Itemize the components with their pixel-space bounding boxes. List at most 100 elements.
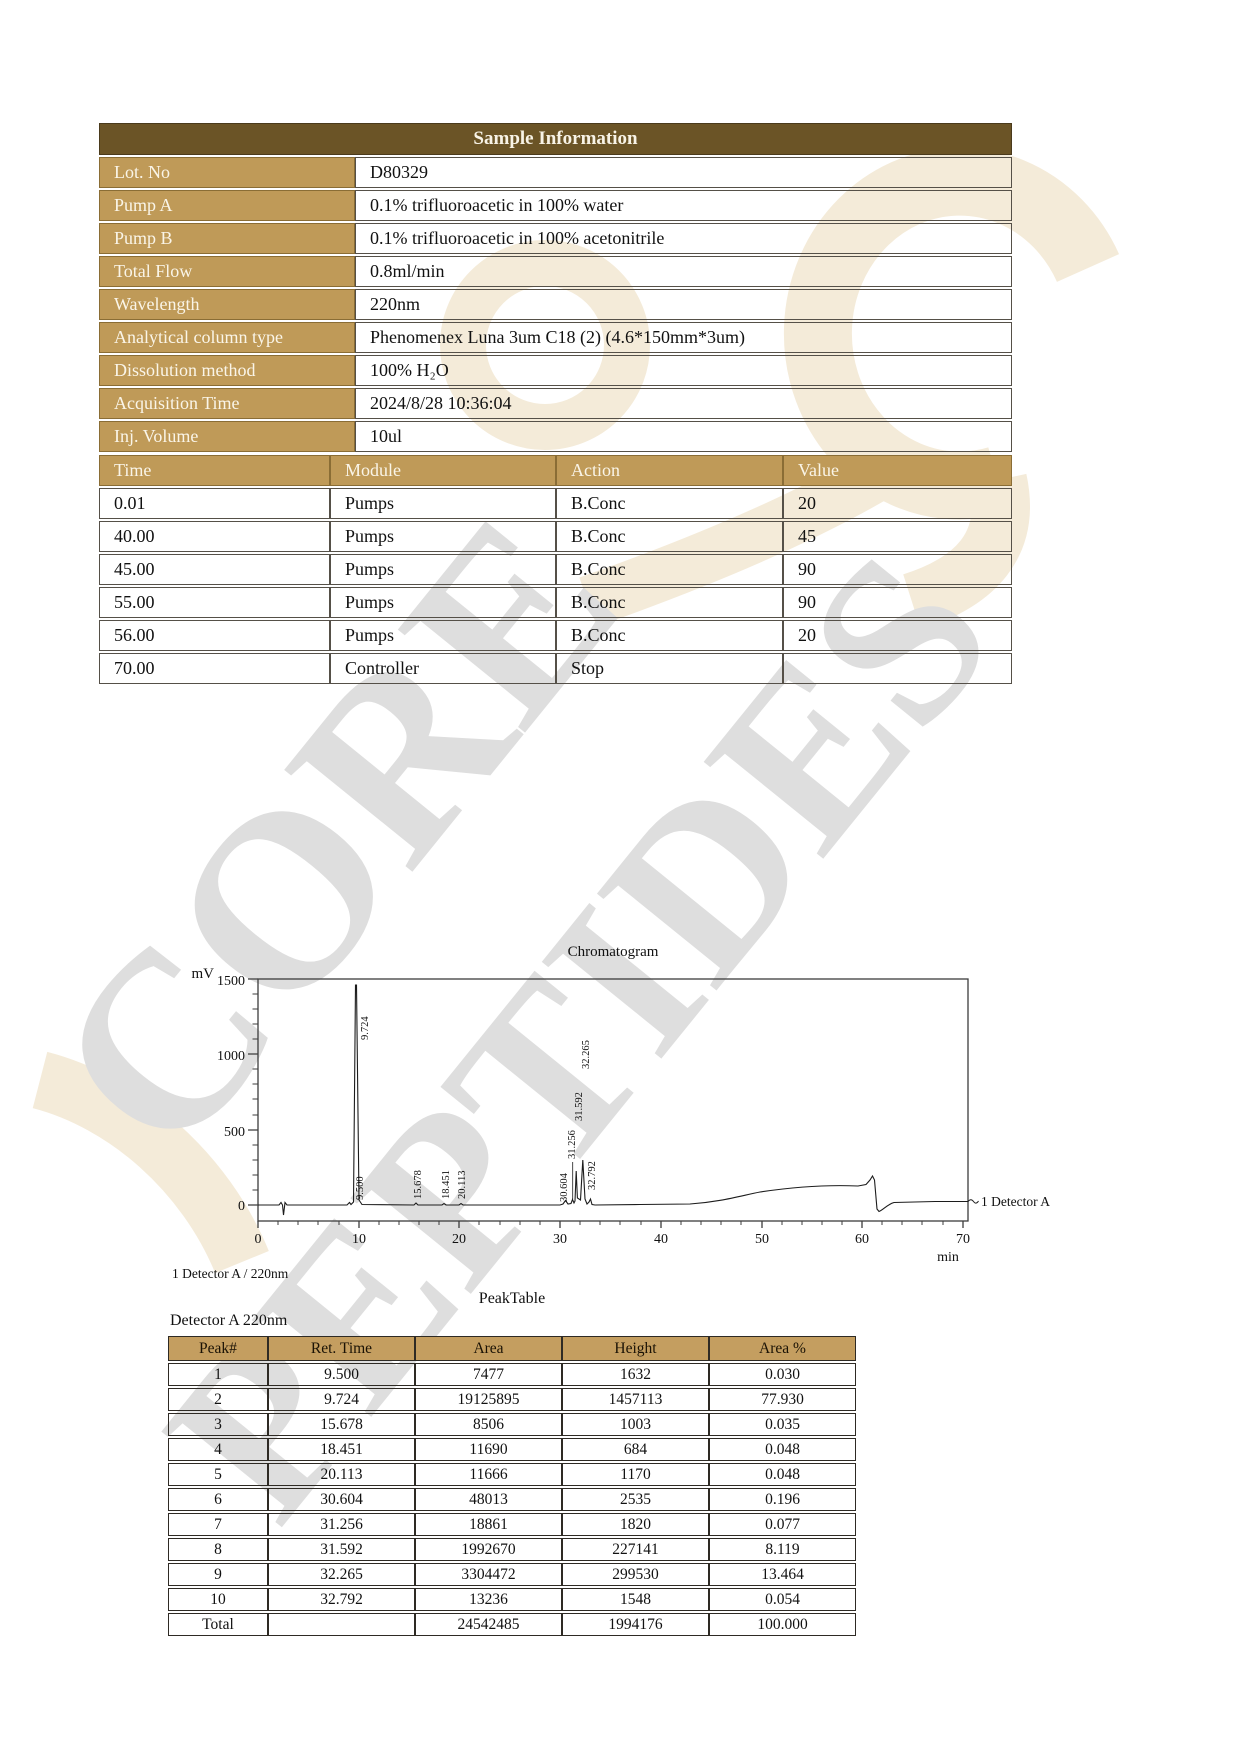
- method-header-time: Time: [99, 455, 330, 486]
- x-tick-label: 60: [855, 1232, 869, 1247]
- peak-total-cell: 24542485: [415, 1613, 562, 1636]
- trace-label: 1 Detector A: [981, 1194, 1050, 1209]
- row-label-lot-no: Lot. No: [99, 157, 355, 188]
- peak-table-title: PeakTable: [478, 1290, 546, 1307]
- peak-cell: 13.464: [709, 1563, 856, 1586]
- method-cell: Pumps: [330, 488, 556, 519]
- peak-header-area-pct: Area %: [709, 1336, 856, 1361]
- row-value-inj-volume: 10ul: [355, 421, 1012, 452]
- row-label-total-flow: Total Flow: [99, 256, 355, 287]
- sample-information-table: Sample Information Lot. No D80329 Pump A…: [99, 121, 1012, 454]
- method-cell: Pumps: [330, 587, 556, 618]
- peak-label: 31.592: [574, 1092, 585, 1121]
- method-cell: [783, 653, 1012, 684]
- method-cell: 0.01: [99, 488, 330, 519]
- peak-cell: 18861: [415, 1513, 562, 1536]
- peak-cell: 3304472: [415, 1563, 562, 1586]
- method-row: 40.00 Pumps B.Conc 45: [99, 521, 1012, 552]
- peak-header-number: Peak#: [168, 1336, 268, 1361]
- row-label-column-type: Analytical column type: [99, 322, 355, 353]
- peak-cell: 10: [168, 1588, 268, 1611]
- peak-cell: 9: [168, 1563, 268, 1586]
- peak-cell: 7477: [415, 1363, 562, 1386]
- peak-cell: 0.077: [709, 1513, 856, 1536]
- peak-row: 7 31.256 18861 1820 0.077: [168, 1513, 856, 1536]
- peak-cell: 1: [168, 1363, 268, 1386]
- peak-cell: 9.724: [268, 1388, 415, 1411]
- peak-cell: 11666: [415, 1463, 562, 1486]
- peak-cell: 0.030: [709, 1363, 856, 1386]
- peak-cell: 9.500: [268, 1363, 415, 1386]
- peak-cell: 30.604: [268, 1488, 415, 1511]
- row-label-inj-volume: Inj. Volume: [99, 421, 355, 452]
- peak-label: 9.724: [360, 1016, 371, 1040]
- method-cell: 55.00: [99, 587, 330, 618]
- peak-cell: 1457113: [562, 1388, 709, 1411]
- x-tick-label: 0: [255, 1232, 262, 1247]
- peak-cell: 1820: [562, 1513, 709, 1536]
- method-cell: Pumps: [330, 620, 556, 651]
- peak-cell: 77.930: [709, 1388, 856, 1411]
- y-axis-unit-label: mV: [192, 966, 215, 982]
- peak-label: 31.256: [567, 1130, 578, 1159]
- peak-row: 5 20.113 11666 1170 0.048: [168, 1463, 856, 1486]
- method-row: 45.00 Pumps B.Conc 90: [99, 554, 1012, 585]
- detector-trace: [258, 984, 968, 1216]
- x-tick-label: 70: [956, 1232, 970, 1247]
- x-major-ticks: [257, 1221, 964, 1228]
- peak-total-cell: 1994176: [562, 1613, 709, 1636]
- peak-cell: 299530: [562, 1563, 709, 1586]
- chart-title: Chromatogram: [568, 944, 659, 960]
- peak-cell: 684: [562, 1438, 709, 1461]
- peak-table: Peak# Ret. Time Area Height Area % 1 9.5…: [168, 1334, 856, 1638]
- peak-cell: 48013: [415, 1488, 562, 1511]
- peak-table-detector-label: Detector A 220nm: [170, 1312, 288, 1329]
- peak-total-cell: Total: [168, 1613, 268, 1636]
- method-cell: B.Conc: [556, 587, 783, 618]
- method-cell: 45.00: [99, 554, 330, 585]
- row-value-pump-a: 0.1% trifluoroacetic in 100% water: [355, 190, 1012, 221]
- y-minor-ticks: [252, 993, 258, 1191]
- peak-cell: 18.451: [268, 1438, 415, 1461]
- peak-cell: 32.265: [268, 1563, 415, 1586]
- peak-cell: 3: [168, 1413, 268, 1436]
- row-value-dissolution-method: 100% H₂O: [355, 355, 1012, 386]
- method-row: 56.00 Pumps B.Conc 20: [99, 620, 1012, 651]
- method-cell: 45: [783, 521, 1012, 552]
- chart-subtitle: 1 Detector A / 220nm: [172, 1266, 289, 1281]
- method-header-value: Value: [783, 455, 1012, 486]
- chromatogram-chart: Chromatogram mV 1500 1000 500 0 0 10 20 …: [172, 944, 1050, 1281]
- peak-label: 20.113: [457, 1171, 468, 1200]
- peak-row: 8 31.592 1992670 227141 8.119: [168, 1538, 856, 1561]
- peak-cell: 19125895: [415, 1388, 562, 1411]
- peak-cell: 13236: [415, 1588, 562, 1611]
- row-label-pump-b: Pump B: [99, 223, 355, 254]
- method-cell: 70.00: [99, 653, 330, 684]
- peak-cell: 31.256: [268, 1513, 415, 1536]
- x-tick-label: 40: [654, 1232, 668, 1247]
- method-cell: B.Conc: [556, 521, 783, 552]
- peak-cell: 0.054: [709, 1588, 856, 1611]
- peak-cell: 8: [168, 1538, 268, 1561]
- peak-row: 6 30.604 48013 2535 0.196: [168, 1488, 856, 1511]
- peak-cell: 0.048: [709, 1438, 856, 1461]
- y-tick-label: 500: [224, 1125, 245, 1140]
- row-value-acquisition-time: 2024/8/28 10:36:04: [355, 388, 1012, 419]
- method-cell: Pumps: [330, 554, 556, 585]
- x-tick-label: 50: [755, 1232, 769, 1247]
- y-tick-label: 0: [238, 1199, 245, 1214]
- peak-cell: 8506: [415, 1413, 562, 1436]
- method-program-table: Time Module Action Value 0.01 Pumps B.Co…: [99, 453, 1012, 686]
- peak-cell: 0.035: [709, 1413, 856, 1436]
- row-value-pump-b: 0.1% trifluoroacetic in 100% acetonitril…: [355, 223, 1012, 254]
- peak-row: 4 18.451 11690 684 0.048: [168, 1438, 856, 1461]
- x-tick-label: 10: [352, 1232, 366, 1247]
- peak-label: 15.678: [413, 1170, 424, 1199]
- row-label-wavelength: Wavelength: [99, 289, 355, 320]
- sample-information-title: Sample Information: [99, 123, 1012, 155]
- method-cell: 20: [783, 620, 1012, 651]
- peak-cell: 11690: [415, 1438, 562, 1461]
- method-cell: 90: [783, 587, 1012, 618]
- peak-row: 2 9.724 19125895 1457113 77.930: [168, 1388, 856, 1411]
